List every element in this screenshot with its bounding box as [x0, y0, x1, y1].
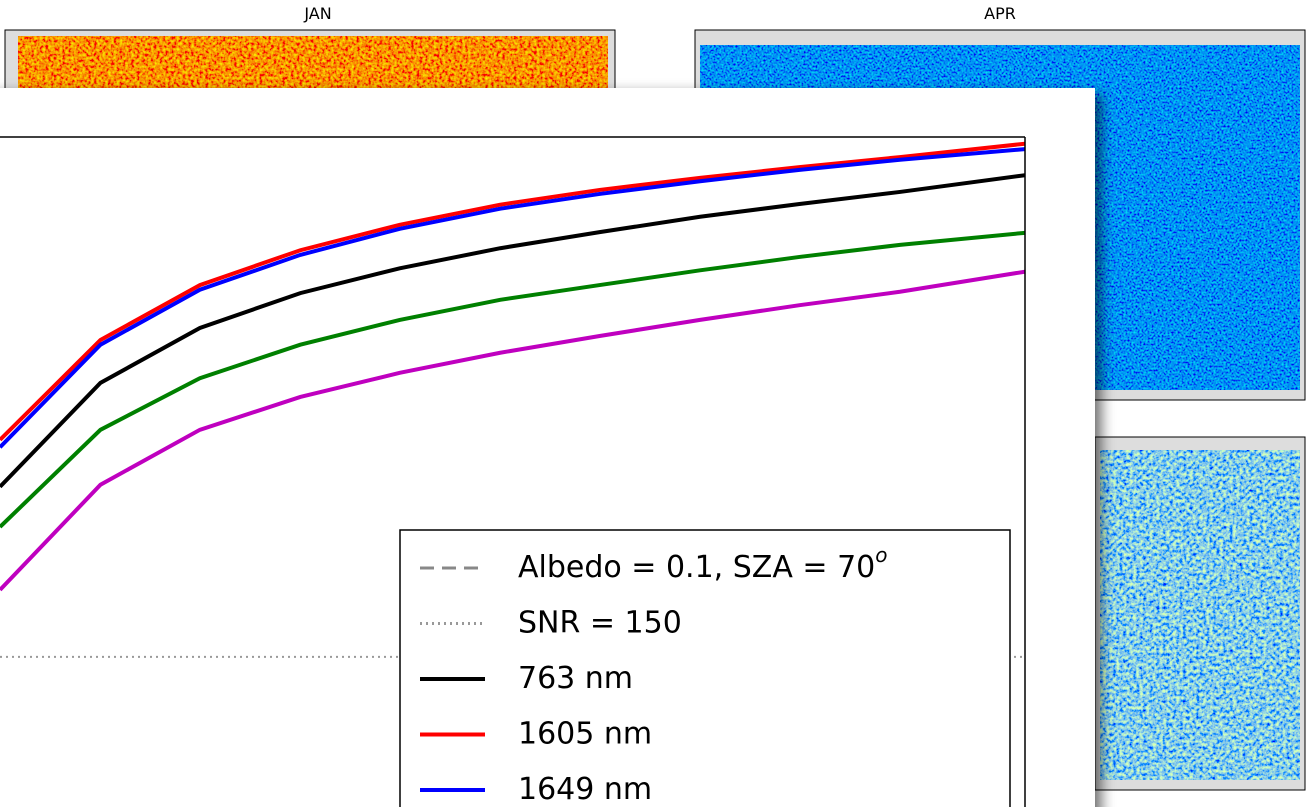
plot-area — [0, 141, 1025, 658]
series-line — [0, 269, 1025, 592]
panel-title: APR — [984, 4, 1016, 23]
legend-label-text: 763 nm — [518, 661, 633, 696]
series-line — [0, 141, 1025, 442]
series-line — [0, 173, 1025, 489]
legend-label-text: 1605 nm — [518, 716, 652, 751]
legend-label: 1649 nm — [518, 772, 652, 807]
lines — [0, 141, 1025, 658]
legend-label: SNR = 150 — [518, 605, 682, 640]
legend-label-text: 1649 nm — [518, 772, 652, 807]
legend-label: Albedo = 0.1, SZA = 70o — [518, 543, 888, 585]
map-lower-data — [1100, 450, 1300, 780]
series-line — [0, 230, 1025, 529]
panel-title: JAN — [303, 4, 331, 23]
legend-box — [399, 529, 1011, 807]
legend-label-text: Albedo = 0.1, SZA = 70 — [518, 550, 875, 585]
legend-label-text: SNR = 150 — [518, 605, 682, 640]
legend-label: 1605 nm — [518, 716, 652, 751]
legend-label: 763 nm — [518, 661, 633, 696]
legend: Albedo = 0.1, SZA = 70o SNR = 150 763 nm 16… — [399, 529, 1011, 807]
legend-label-superscript: o — [875, 543, 887, 567]
series-line — [0, 147, 1025, 449]
